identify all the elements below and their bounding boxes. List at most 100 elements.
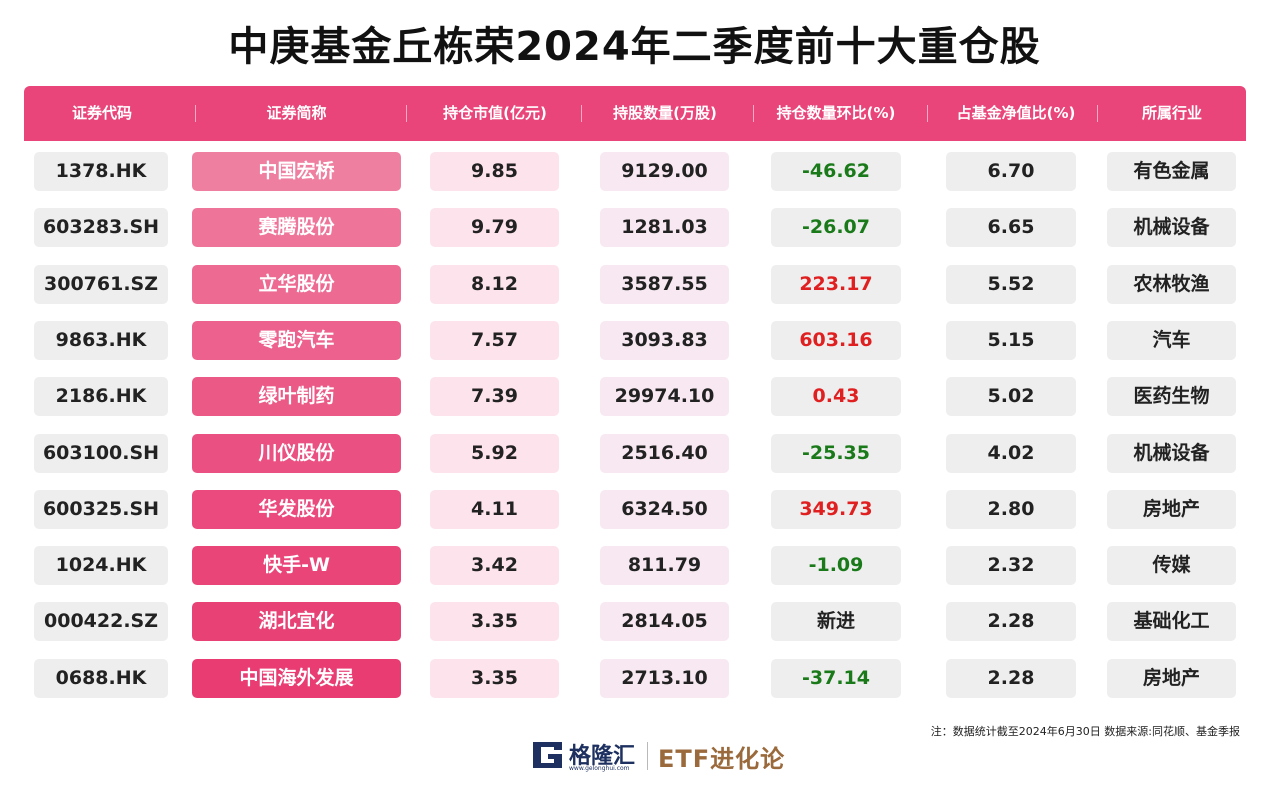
market-value-cell: 5.92 — [430, 433, 559, 473]
column-header-nav-pct: 占基金净值比(%) — [956, 104, 1076, 122]
table-row: 1024.HK 快手-W 3.42 811.79 -1.09 2.32 传媒 — [0, 546, 1269, 586]
logo-url: www.gelonghui.com — [569, 765, 630, 772]
table-header: 证券代码 证券简称 持仓市值(亿元) 持股数量(万股) 持仓数量环比(%) 占基… — [24, 86, 1246, 141]
table-row: 2186.HK 绿叶制药 7.39 29974.10 0.43 5.02 医药生物 — [0, 377, 1269, 417]
header-divider — [406, 105, 407, 122]
market-value-cell: 9.85 — [430, 152, 559, 191]
security-code-cell: 1024.HK — [34, 546, 168, 586]
security-name-cell: 中国宏桥 — [192, 152, 401, 191]
holding-change-cell: -46.62 — [771, 152, 901, 191]
nav-percentage-cell: 6.70 — [946, 152, 1076, 191]
holding-change-cell: 新进 — [771, 602, 901, 642]
share-count-cell: 2814.05 — [600, 602, 729, 642]
industry-cell: 房地产 — [1107, 489, 1236, 529]
industry-cell: 农林牧渔 — [1107, 264, 1236, 304]
column-header-name: 证券简称 — [266, 104, 327, 122]
column-header-shares: 持股数量(万股) — [613, 104, 717, 122]
nav-percentage-cell: 2.28 — [946, 602, 1076, 642]
market-value-cell: 9.79 — [430, 208, 559, 248]
security-code-cell: 000422.SZ — [34, 602, 168, 642]
table-row: 0688.HK 中国海外发展 3.35 2713.10 -37.14 2.28 房地产 — [0, 658, 1269, 699]
share-count-cell: 2713.10 — [600, 658, 729, 698]
share-count-cell: 29974.10 — [600, 377, 729, 417]
page-title: 中庚基金丘栋荣2024年二季度前十大重仓股 — [228, 24, 1041, 70]
security-name-cell: 华发股份 — [192, 489, 401, 529]
security-name-cell: 零跑汽车 — [192, 320, 401, 360]
market-value-cell: 7.39 — [430, 377, 559, 417]
nav-percentage-cell: 5.15 — [946, 320, 1076, 360]
security-name-cell: 中国海外发展 — [192, 658, 401, 698]
holding-change-cell: -25.35 — [771, 433, 901, 473]
footer-logo: 格隆汇 www.gelonghui.com ETF进化论 — [531, 738, 821, 774]
gelonghui-logo-icon — [533, 742, 562, 768]
industry-cell: 医药生物 — [1107, 377, 1236, 417]
column-header-change: 持仓数量环比(%) — [776, 104, 896, 122]
industry-cell: 房地产 — [1107, 658, 1236, 698]
holding-change-cell: 223.17 — [771, 264, 901, 304]
column-header-code: 证券代码 — [71, 104, 132, 122]
nav-percentage-cell: 2.32 — [946, 546, 1076, 586]
security-code-cell: 603283.SH — [34, 208, 168, 248]
header-divider — [927, 105, 928, 122]
share-count-cell: 2516.40 — [600, 433, 729, 473]
security-name-cell: 赛腾股份 — [192, 208, 401, 248]
table-row: 603100.SH 川仪股份 5.92 2516.40 -25.35 4.02 机械设备 — [0, 433, 1269, 474]
holding-change-cell: 349.73 — [771, 489, 901, 529]
holding-change-cell: -26.07 — [771, 208, 901, 248]
security-name-cell: 立华股份 — [192, 264, 401, 304]
industry-cell: 传媒 — [1107, 546, 1236, 586]
nav-percentage-cell: 2.80 — [946, 489, 1076, 529]
market-value-cell: 7.57 — [430, 320, 559, 360]
column-header-value: 持仓市值(亿元) — [443, 104, 547, 122]
security-code-cell: 300761.SZ — [34, 264, 168, 304]
industry-cell: 机械设备 — [1107, 433, 1236, 473]
industry-cell: 基础化工 — [1107, 602, 1236, 642]
table-row: 603283.SH 赛腾股份 9.79 1281.03 -26.07 6.65 机械设备 — [0, 208, 1269, 248]
holding-change-cell: 603.16 — [771, 320, 901, 360]
security-code-cell: 9863.HK — [34, 320, 168, 360]
industry-cell: 汽车 — [1107, 320, 1236, 360]
holding-change-cell: -1.09 — [771, 546, 901, 586]
security-name-cell: 快手-W — [192, 546, 401, 586]
industry-cell: 有色金属 — [1107, 152, 1236, 191]
column-header-industry: 所属行业 — [1141, 104, 1202, 122]
security-code-cell: 1378.HK — [34, 152, 168, 191]
security-name-cell: 湖北宜化 — [192, 602, 401, 642]
data-note: 注：数据统计截至2024年6月30日 数据来源:同花顺、基金季报 — [930, 725, 1240, 738]
share-count-cell: 1281.03 — [600, 208, 729, 248]
header-divider — [581, 105, 582, 122]
table-row: 600325.SH 华发股份 4.11 6324.50 349.73 2.80 房地产 — [0, 489, 1269, 530]
logo-divider — [647, 742, 648, 770]
nav-percentage-cell: 5.02 — [946, 377, 1076, 417]
market-value-cell: 3.35 — [430, 658, 559, 698]
market-value-cell: 3.42 — [430, 546, 559, 586]
holding-change-cell: -37.14 — [771, 658, 901, 698]
security-code-cell: 603100.SH — [34, 433, 168, 473]
logo-text: 格隆汇 — [569, 744, 636, 769]
brand-name: ETF进化论 — [658, 745, 786, 773]
header-divider — [753, 105, 754, 122]
table-row: 9863.HK 零跑汽车 7.57 3093.83 603.16 5.15 汽车 — [0, 320, 1269, 361]
share-count-cell: 6324.50 — [600, 489, 729, 529]
industry-cell: 机械设备 — [1107, 208, 1236, 248]
header-divider — [195, 105, 196, 122]
table-row: 300761.SZ 立华股份 8.12 3587.55 223.17 5.52 农林牧渔 — [0, 264, 1269, 305]
security-code-cell: 0688.HK — [34, 658, 168, 698]
share-count-cell: 811.79 — [600, 546, 729, 586]
market-value-cell: 4.11 — [430, 489, 559, 529]
holding-change-cell: 0.43 — [771, 377, 901, 417]
share-count-cell: 3587.55 — [600, 264, 729, 304]
share-count-cell: 9129.00 — [600, 152, 729, 191]
nav-percentage-cell: 6.65 — [946, 208, 1076, 248]
table-row: 000422.SZ 湖北宜化 3.35 2814.05 新进 2.28 基础化工 — [0, 602, 1269, 642]
header-divider — [1097, 105, 1098, 122]
security-code-cell: 600325.SH — [34, 489, 168, 529]
share-count-cell: 3093.83 — [600, 320, 729, 360]
nav-percentage-cell: 4.02 — [946, 433, 1076, 473]
nav-percentage-cell: 5.52 — [946, 264, 1076, 304]
market-value-cell: 8.12 — [430, 264, 559, 304]
market-value-cell: 3.35 — [430, 602, 559, 642]
security-code-cell: 2186.HK — [34, 377, 168, 417]
security-name-cell: 川仪股份 — [192, 433, 401, 473]
table-row: 1378.HK 中国宏桥 9.85 9129.00 -46.62 6.70 有色金属 — [0, 152, 1269, 192]
